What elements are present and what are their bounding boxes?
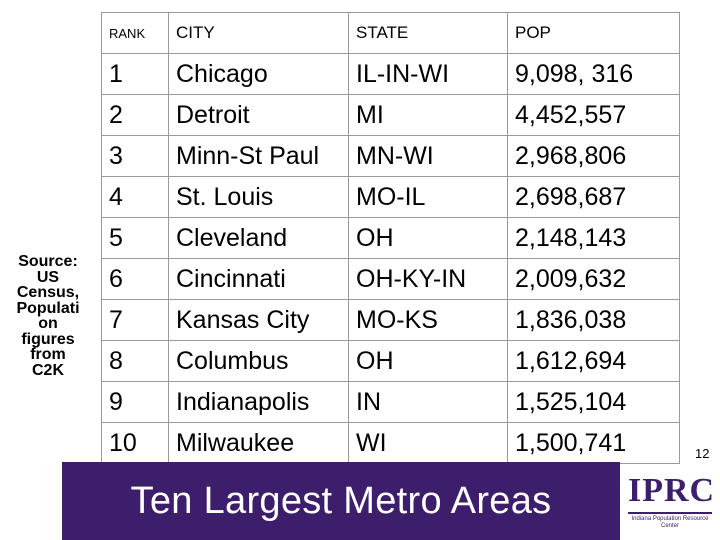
cell-city: St. Louis — [168, 176, 349, 218]
cell-pop: 4,452,557 — [507, 94, 680, 136]
header-rank: RANK — [101, 12, 169, 54]
cell-city: Indianapolis — [168, 381, 349, 423]
iprc-logo: IPRC Indiana Population Resource Center — [620, 470, 720, 534]
cell-state: MN-WI — [348, 135, 508, 177]
cell-city: Minn-St Paul — [168, 135, 349, 177]
header-pop: POP — [507, 12, 680, 54]
table-body: 1 Chicago IL-IN-WI 9,098, 316 2 Detroit MI 4,45… — [101, 53, 680, 464]
cell-rank: 8 — [101, 340, 169, 382]
cell-pop: 2,698,687 — [507, 176, 680, 218]
cell-state: MI — [348, 94, 508, 136]
cell-city: Cleveland — [168, 217, 349, 259]
cell-rank: 2 — [101, 94, 169, 136]
cell-rank: 6 — [101, 258, 169, 300]
table-row: 7 Kansas City MO-KS 1,836,038 — [101, 299, 680, 341]
logo-text: IPRC — [628, 472, 716, 509]
cell-pop: 1,612,694 — [507, 340, 680, 382]
table-row: 5 Cleveland OH 2,148,143 — [101, 217, 680, 259]
cell-pop: 1,525,104 — [507, 381, 680, 423]
cell-pop: 2,009,632 — [507, 258, 680, 300]
cell-pop: 1,836,038 — [507, 299, 680, 341]
cell-city: Milwaukee — [168, 422, 349, 464]
header-city: CITY — [168, 12, 349, 54]
cell-state: IL-IN-WI — [348, 53, 508, 95]
cell-state: WI — [348, 422, 508, 464]
cell-city: Kansas City — [168, 299, 349, 341]
cell-city: Cincinnati — [168, 258, 349, 300]
cell-city: Chicago — [168, 53, 349, 95]
footer-title: Ten Largest Metro Areas — [130, 479, 552, 522]
table-header-row: RANK CITY STATE POP — [101, 12, 680, 54]
source-note: Source: US Census, Populati on figures f… — [16, 253, 80, 379]
table-row: 4 St. Louis MO-IL 2,698,687 — [101, 176, 680, 218]
cell-state: MO-IL — [348, 176, 508, 218]
table-row: 6 Cincinnati OH-KY-IN 2,009,632 — [101, 258, 680, 300]
table-row: 1 Chicago IL-IN-WI 9,098, 316 — [101, 53, 680, 95]
cell-pop: 2,968,806 — [507, 135, 680, 177]
slide-number: 12 — [695, 446, 710, 461]
cell-rank: 3 — [101, 135, 169, 177]
cell-city: Detroit — [168, 94, 349, 136]
cell-rank: 7 — [101, 299, 169, 341]
table-row: 8 Columbus OH 1,612,694 — [101, 340, 680, 382]
cell-state: MO-KS — [348, 299, 508, 341]
cell-rank: 9 — [101, 381, 169, 423]
logo-divider — [628, 512, 712, 514]
header-state: STATE — [348, 12, 508, 54]
logo-subtitle: Indiana Population Resource Center — [631, 516, 709, 529]
cell-pop: 9,098, 316 — [507, 53, 680, 95]
table-row: 2 Detroit MI 4,452,557 — [101, 94, 680, 136]
table-row: 10 Milwaukee WI 1,500,741 — [101, 422, 680, 464]
cell-city: Columbus — [168, 340, 349, 382]
cell-state: OH — [348, 217, 508, 259]
cell-rank: 5 — [101, 217, 169, 259]
cell-pop: 2,148,143 — [507, 217, 680, 259]
table-row: 3 Minn-St Paul MN-WI 2,968,806 — [101, 135, 680, 177]
cell-pop: 1,500,741 — [507, 422, 680, 464]
cell-state: IN — [348, 381, 508, 423]
metro-table: RANK CITY STATE POP 1 Chicago IL-IN-WI 9,09… — [101, 12, 680, 464]
cell-state: OH-KY-IN — [348, 258, 508, 300]
cell-state: OH — [348, 340, 508, 382]
cell-rank: 4 — [101, 176, 169, 218]
footer-bar: Ten Largest Metro Areas — [62, 462, 620, 540]
cell-rank: 1 — [101, 53, 169, 95]
table-row: 9 Indianapolis IN 1,525,104 — [101, 381, 680, 423]
cell-rank: 10 — [101, 422, 169, 464]
